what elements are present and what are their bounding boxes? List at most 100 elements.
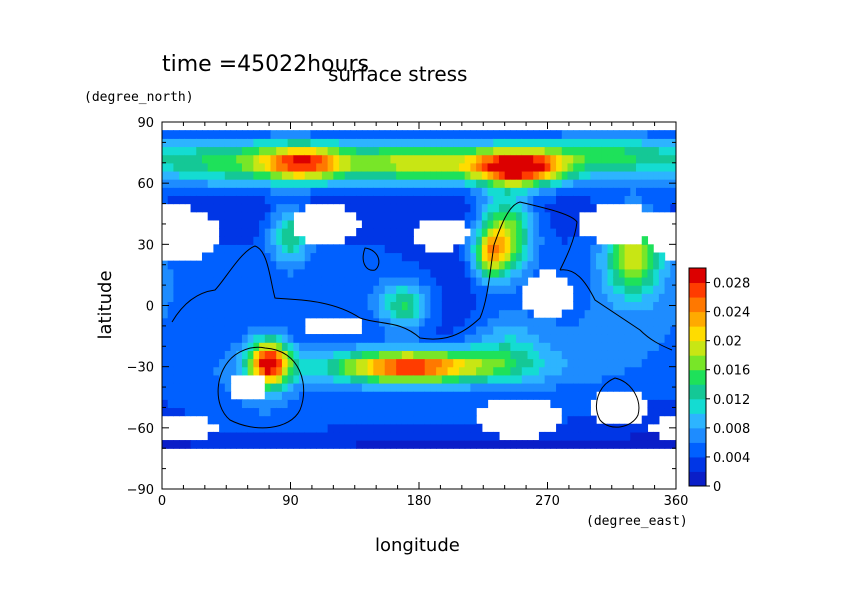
- field-cell: [367, 170, 374, 180]
- field-cell: [504, 350, 511, 360]
- field-cell: [567, 170, 574, 180]
- field-cell: [590, 366, 597, 376]
- field-cell: [356, 146, 363, 156]
- field-cell: [413, 211, 420, 221]
- field-cell: [607, 342, 614, 351]
- field-cell: [647, 317, 654, 327]
- field-cell: [641, 358, 649, 368]
- field-cell: [213, 317, 220, 327]
- field-cell: [167, 382, 175, 392]
- field-cell: [390, 236, 397, 245]
- field-cell: [196, 309, 203, 319]
- field-cell: [344, 374, 352, 384]
- field-cell: [327, 407, 334, 417]
- field-cell: [281, 415, 289, 425]
- field-cell: [487, 211, 494, 221]
- field-cell: [670, 399, 676, 409]
- field-cell: [190, 268, 197, 278]
- field-cell: [521, 138, 529, 148]
- field-cell: [316, 358, 323, 368]
- field-cell: [550, 342, 557, 351]
- field-cell: [550, 252, 557, 262]
- field-cell: [590, 244, 597, 254]
- field-cell: [379, 260, 386, 270]
- field-cell: [493, 293, 500, 303]
- field-cell: [458, 366, 466, 376]
- field-cell: [527, 195, 534, 205]
- field-cell: [607, 374, 614, 384]
- field-cell: [584, 391, 591, 400]
- field-cell: [316, 138, 323, 148]
- field-cell: [533, 236, 540, 245]
- field-cell: [281, 342, 289, 351]
- field-cell: [596, 146, 603, 156]
- field-cell: [658, 285, 666, 294]
- field-cell: [299, 162, 306, 172]
- field-cell: [379, 285, 386, 294]
- field-cell: [230, 431, 237, 441]
- field-cell: [510, 211, 517, 221]
- field-cell: [373, 391, 380, 400]
- field-cell: [561, 236, 569, 245]
- field-cell: [504, 219, 511, 229]
- field-cell: [224, 374, 232, 384]
- field-cell: [167, 440, 175, 449]
- field-cell: [607, 268, 614, 278]
- field-cell: [373, 431, 380, 441]
- field-cell: [527, 334, 534, 343]
- field-cell: [310, 179, 317, 188]
- field-cell: [361, 350, 369, 360]
- field-cell: [361, 138, 369, 148]
- field-cell: [356, 431, 363, 441]
- field-cell: [190, 440, 197, 449]
- field-cell: [356, 154, 363, 164]
- field-cell: [561, 244, 569, 254]
- field-cell: [493, 334, 500, 343]
- field-cell: [401, 293, 409, 303]
- field-cell: [213, 130, 220, 139]
- field-cell: [613, 260, 620, 270]
- field-cell: [464, 342, 471, 351]
- field-cell: [556, 195, 563, 205]
- field-cell: [436, 170, 443, 180]
- field-cell: [287, 244, 294, 254]
- field-cell: [201, 391, 209, 400]
- field-cell: [476, 382, 483, 392]
- field-cell: [241, 211, 249, 221]
- field-cell: [299, 146, 306, 156]
- field-cell: [379, 203, 386, 213]
- field-cell: [401, 138, 409, 148]
- field-cell: [173, 285, 180, 294]
- field-cell: [498, 358, 506, 368]
- field-cell: [578, 317, 586, 327]
- field-cell: [647, 415, 654, 425]
- field-cell: [276, 276, 283, 286]
- field-cell: [316, 399, 323, 409]
- field-cell: [664, 170, 671, 180]
- field-cell: [527, 219, 534, 229]
- field-cell: [407, 382, 414, 392]
- field-cell: [241, 236, 249, 245]
- field-cell: [396, 195, 403, 205]
- field-cell: [538, 431, 546, 441]
- field-cell: [567, 342, 574, 351]
- field-cell: [259, 407, 266, 417]
- field-cell: [356, 138, 363, 148]
- field-cell: [527, 325, 534, 335]
- field-cell: [201, 382, 209, 392]
- field-cell: [287, 162, 294, 172]
- field-cell: [533, 219, 540, 229]
- field-cell: [436, 407, 443, 417]
- field-cell: [527, 309, 534, 319]
- field-cell: [207, 203, 214, 213]
- field-cell: [236, 415, 243, 425]
- field-cell: [350, 334, 357, 343]
- field-cell: [476, 154, 483, 164]
- field-cell: [390, 195, 397, 205]
- field-cell: [344, 146, 352, 156]
- field-cell: [379, 211, 386, 221]
- field-cell: [327, 154, 334, 164]
- field-cell: [516, 382, 523, 392]
- field-cell: [447, 374, 454, 384]
- field-cell: [498, 244, 506, 254]
